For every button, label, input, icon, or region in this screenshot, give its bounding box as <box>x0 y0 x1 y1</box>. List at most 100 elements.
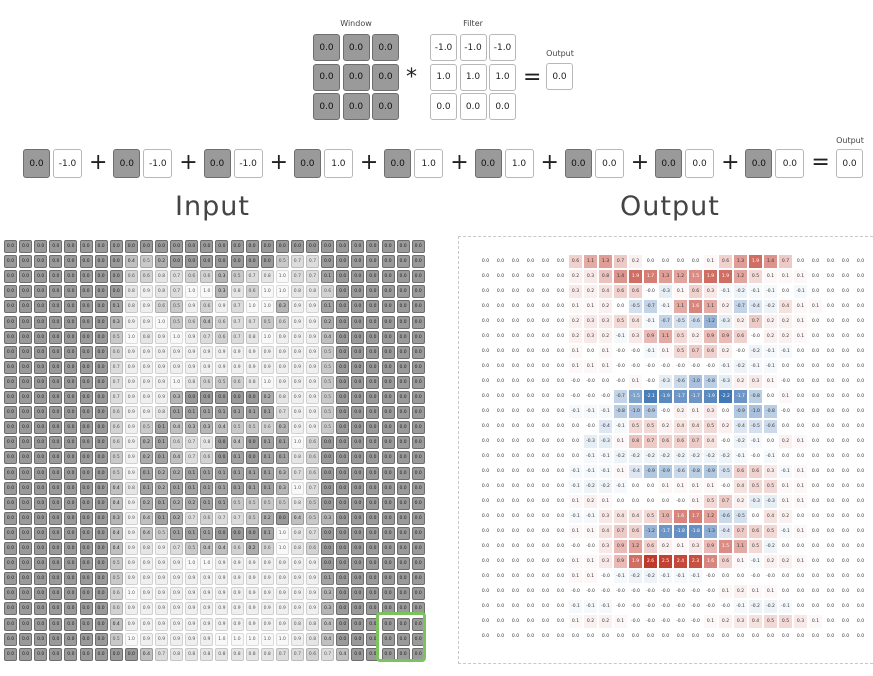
input-cell: 0.0 <box>396 375 410 389</box>
output-cell: 0.0 <box>539 360 552 373</box>
input-cell: 0.0 <box>381 270 395 284</box>
output-cell: 0.1 <box>689 405 702 418</box>
input-cell: 0.0 <box>381 557 395 571</box>
input-cell: 0.0 <box>321 255 335 269</box>
output-value-top: 0.0 <box>546 63 573 90</box>
output-cell: 0.0 <box>854 360 867 373</box>
input-cell: 0.9 <box>155 330 168 344</box>
output-cell: 0.5 <box>749 540 762 553</box>
input-cell: 0.0 <box>34 345 48 359</box>
output-cell: 0.0 <box>824 345 837 358</box>
input-cell: 0.0 <box>79 647 93 661</box>
output-cell: 0.0 <box>539 345 552 358</box>
input-cell: 0.0 <box>411 542 425 555</box>
input-cell: 0.0 <box>381 406 395 420</box>
input-cell: 0.7 <box>230 511 244 525</box>
output-cell: 1.4 <box>614 270 627 283</box>
input-cell: 0.0 <box>64 526 78 540</box>
input-cell: 0.0 <box>34 572 48 586</box>
output-cell: 0.0 <box>839 360 852 373</box>
input-cell: 0.0 <box>4 240 17 253</box>
input-cell: 1.0 <box>124 330 138 344</box>
input-cell: 0.2 <box>139 496 153 510</box>
input-cell: 0.0 <box>79 617 93 631</box>
output-cell: 0.0 <box>749 630 762 643</box>
input-cell: 0.0 <box>19 330 33 344</box>
output-cell: -0.2 <box>629 570 642 583</box>
output-cell: -0.1 <box>584 450 597 463</box>
output-cell: 0.0 <box>809 285 822 298</box>
input-cell: 0.0 <box>336 587 350 601</box>
input-cell: 0.9 <box>155 345 168 359</box>
output-cell: -0.1 <box>734 600 747 613</box>
input-cell: 0.6 <box>230 375 244 389</box>
output-cell: -0.0 <box>629 585 642 598</box>
input-cell: 0.6 <box>109 421 123 435</box>
output-cell: -0.1 <box>749 435 762 448</box>
output-cell: 0.0 <box>824 615 837 628</box>
output-cell: 0.0 <box>824 330 837 343</box>
output-cell: -2.1 <box>644 390 657 403</box>
output-cell: -0.3 <box>764 495 777 508</box>
output-cell: 0.0 <box>524 480 537 493</box>
input-cell: 0.9 <box>200 572 214 586</box>
input-cell: 0.0 <box>396 285 410 299</box>
output-cell: -0.0 <box>584 540 597 553</box>
output-cell: 0.6 <box>569 255 582 268</box>
input-cell: 0.8 <box>245 647 259 661</box>
output-cell: 0.0 <box>569 420 582 433</box>
input-cell: 0.0 <box>381 526 395 540</box>
input-cell: 0.8 <box>124 285 138 299</box>
input-cell: 0.1 <box>215 481 229 495</box>
input-cell: 0.0 <box>4 391 17 404</box>
output-cell: 0.0 <box>539 480 552 493</box>
output-cell: 0.0 <box>809 630 822 643</box>
output-cell: 0.0 <box>479 615 492 628</box>
output-cell: -2.2 <box>719 390 732 403</box>
input-cell: 1.0 <box>155 315 168 329</box>
input-cell: 0.0 <box>411 511 425 525</box>
output-cell: 0.0 <box>524 630 537 643</box>
output-cell: 0.2 <box>764 330 777 343</box>
output-cell: -0.0 <box>584 390 597 403</box>
output-cell: 0.0 <box>809 390 822 403</box>
input-cell: 0.0 <box>321 557 335 571</box>
output-cell: 0.0 <box>854 420 867 433</box>
input-cell: 0.0 <box>351 345 365 359</box>
output-cell: 0.0 <box>509 285 522 298</box>
output-cell: 0.0 <box>824 435 837 448</box>
input-cell: 0.0 <box>366 255 380 269</box>
input-cell: 0.0 <box>215 391 229 404</box>
input-cell: 0.1 <box>275 451 289 465</box>
output-cell: -0.1 <box>599 405 612 418</box>
input-cell: 0.0 <box>230 255 244 269</box>
filter-cell: 0.0 <box>430 93 457 120</box>
output-cell: 0.0 <box>509 630 522 643</box>
input-cell: 0.0 <box>34 255 48 269</box>
window-cell: 0.0 <box>342 34 370 61</box>
output-cell: 0.5 <box>644 510 657 523</box>
input-cell: 1.0 <box>245 300 259 314</box>
input-cell: 0.0 <box>336 406 350 420</box>
output-cell: 0.2 <box>584 495 597 508</box>
input-cell: 0.0 <box>64 617 78 631</box>
output-cell: 0.1 <box>659 480 672 493</box>
input-cell: 0.0 <box>34 511 48 525</box>
output-cell: 1.7 <box>644 270 657 283</box>
output-cell: 0.6 <box>704 345 717 358</box>
input-cell: 0.0 <box>351 315 365 329</box>
input-cell: 0.9 <box>215 617 229 631</box>
output-cell: -1.0 <box>689 375 702 388</box>
input-cell: 0.0 <box>94 330 108 344</box>
input-cell: 0.0 <box>366 526 380 540</box>
output-cell: 0.0 <box>509 555 522 568</box>
input-cell: 0.0 <box>19 542 33 555</box>
input-cell: 0.0 <box>34 375 48 389</box>
output-cell: -0.1 <box>659 300 672 313</box>
input-cell: 0.0 <box>396 632 410 646</box>
input-cell: 0.0 <box>411 481 425 495</box>
input-cell: 0.8 <box>290 617 304 631</box>
output-cell: -0.1 <box>614 420 627 433</box>
output-cell: 0.8 <box>629 435 642 448</box>
window-cell: 0.0 <box>313 63 340 91</box>
